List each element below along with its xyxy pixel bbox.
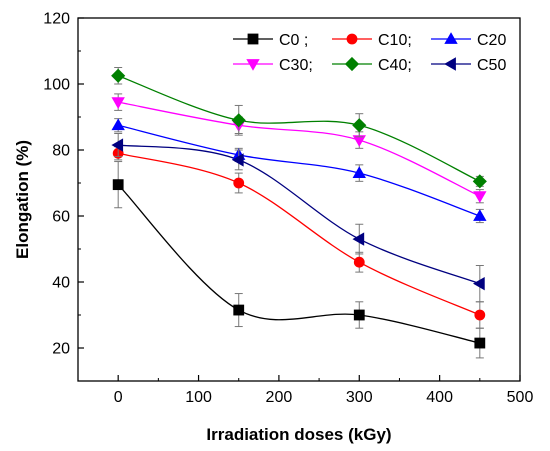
y-tick-label: 120 — [43, 11, 70, 28]
plot-frame — [77, 17, 521, 382]
x-tick-label: 100 — [185, 389, 212, 406]
data-point — [353, 309, 365, 321]
fit-curve — [117, 75, 481, 182]
fit-curves — [117, 75, 481, 344]
y-tick-label: 40 — [52, 275, 70, 292]
y-axis-title: Elongation (%) — [13, 140, 32, 259]
y-tick-label: 100 — [43, 77, 70, 94]
legend-marker — [344, 56, 360, 72]
data-point — [473, 276, 485, 291]
data-point — [111, 138, 124, 152]
data-point — [352, 232, 365, 246]
data-point — [112, 179, 124, 191]
legend-marker — [346, 33, 358, 45]
data-marks — [111, 67, 487, 359]
legend-label: C20 — [477, 32, 506, 49]
fit-curve — [117, 184, 480, 344]
data-point — [474, 309, 486, 321]
x-tick-label: 300 — [346, 389, 373, 406]
legend-label: C30; — [279, 57, 313, 74]
x-tick-label: 400 — [426, 389, 453, 406]
fit-curve — [118, 152, 481, 316]
y-tick-label: 20 — [52, 341, 70, 358]
data-point — [473, 209, 487, 221]
y-tick-label: 60 — [52, 209, 70, 226]
legend-label: C50 — [477, 57, 506, 74]
x-axis-title: Irradiation doses (kGy) — [206, 425, 391, 444]
y-tick-label: 80 — [52, 143, 70, 160]
legend-label: C10; — [378, 32, 412, 49]
data-point — [231, 113, 246, 128]
data-point — [472, 174, 487, 189]
legend-marker — [246, 59, 260, 71]
x-tick-label: 500 — [507, 389, 534, 406]
data-point — [111, 118, 125, 131]
data-point — [111, 97, 125, 109]
fit-curve — [118, 101, 481, 197]
legend-marker — [444, 57, 456, 71]
data-point — [233, 304, 245, 316]
fit-curve — [118, 144, 481, 285]
legend-label: C0 ; — [279, 32, 308, 49]
fit-curve — [118, 124, 481, 217]
data-point — [474, 337, 486, 349]
data-point — [233, 177, 245, 189]
data-point — [352, 166, 366, 179]
axis-ticks: 0 100 200 300 400 500 20 40 60 80 100 120 — [43, 11, 533, 407]
x-tick-label: 200 — [266, 389, 293, 406]
data-point — [353, 256, 365, 268]
data-point — [352, 118, 367, 133]
data-point — [473, 191, 487, 204]
data-point — [231, 153, 244, 167]
legend-marker — [247, 33, 259, 45]
legend-marker — [444, 32, 458, 44]
legend: C0 ; C10; C20 C30; C40; C50 — [233, 32, 506, 74]
legend-label: C40; — [378, 57, 412, 74]
x-tick-label: 0 — [114, 389, 123, 406]
data-point — [111, 68, 126, 83]
